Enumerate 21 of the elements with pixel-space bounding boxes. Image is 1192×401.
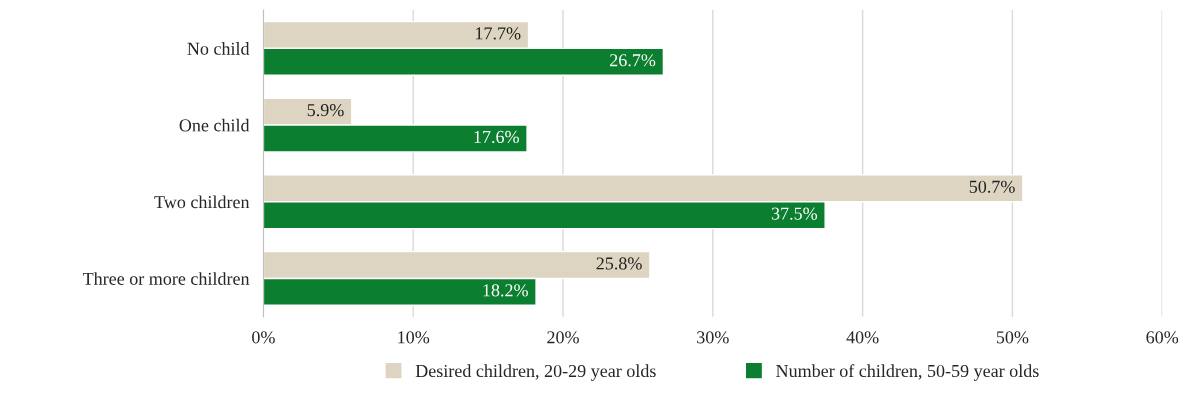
y-tick-label: Two children [154,195,250,209]
x-tick-label: 40% [846,331,879,344]
legend-label: Number of children, 50-59 year olds [776,364,1039,381]
y-tick-label: Three or more children [82,272,250,285]
x-tick-label: 0% [252,331,275,344]
legend-label: Desired children, 20-29 year olds [415,364,656,381]
data-label: 37.5% [771,207,818,220]
y-tick-label: One child [179,118,250,132]
data-label: 17.7% [476,27,521,40]
data-label: 5.9% [307,103,344,117]
x-tick-label: 10% [398,331,430,344]
x-tick-label: 30% [697,331,729,344]
x-tick-label: 20% [547,331,579,344]
data-label: 50.7% [969,180,1015,193]
data-label: 26.7% [610,54,656,67]
data-label: 25.8% [596,257,642,270]
data-label: 18.2% [483,284,528,297]
x-tick-label: 50% [996,331,1029,344]
data-label: 17.6% [474,130,519,144]
y-tick-label: No child [187,42,250,55]
x-tick-label: 60% [1146,331,1179,344]
